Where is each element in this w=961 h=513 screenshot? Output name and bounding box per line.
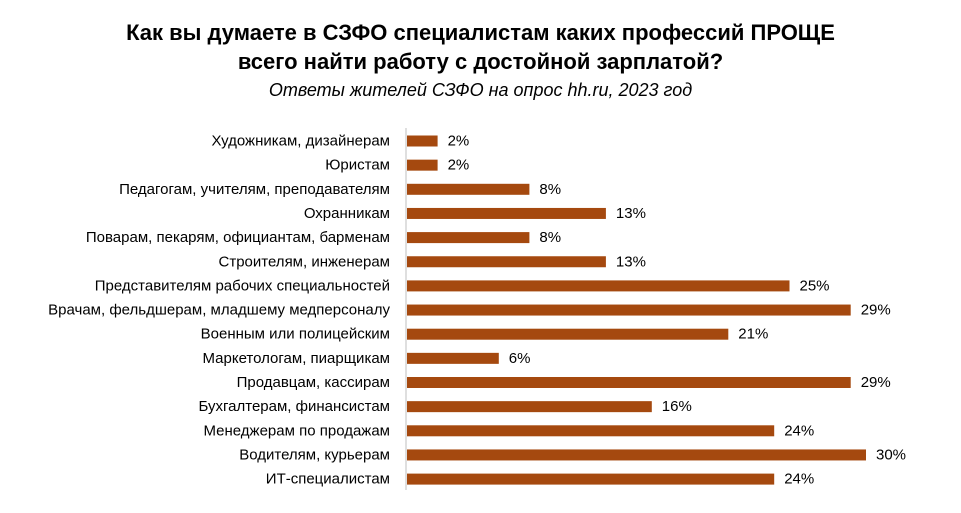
bar	[407, 207, 606, 219]
bar	[407, 304, 851, 316]
value-label: 24%	[784, 422, 814, 439]
category-label: Строителям, инженерам	[219, 253, 391, 270]
bar	[407, 352, 499, 364]
chart-subtitle: Ответы жителей СЗФО на опрос hh.ru, 2023…	[268, 80, 693, 100]
category-label: Художникам, дизайнерам	[211, 133, 390, 150]
bar	[407, 328, 729, 340]
value-label: 30%	[876, 446, 906, 463]
value-label: 25%	[800, 277, 830, 294]
value-label: 21%	[738, 326, 768, 343]
value-label: 29%	[861, 374, 891, 391]
category-label: Военным или полицейским	[201, 326, 390, 343]
category-label: Юристам	[325, 157, 390, 174]
category-label: Педагогам, учителям, преподавателям	[119, 181, 390, 198]
value-label: 24%	[784, 471, 814, 488]
bar	[407, 449, 866, 461]
category-label: Представителям рабочих специальностей	[95, 277, 390, 294]
chart-title-line-2: всего найти работу с достойной зарплатой…	[237, 49, 724, 74]
bar	[407, 377, 851, 388]
value-label: 13%	[616, 205, 646, 222]
value-label: 8%	[539, 229, 561, 246]
chart-title-line-1: Как вы думаете в СЗФО специалистам каких…	[126, 20, 835, 45]
bar	[407, 256, 606, 268]
bar	[407, 280, 790, 292]
category-label: Врачам, фельдшерам, младшему медперсонал…	[48, 302, 390, 319]
bar	[407, 473, 775, 485]
bar	[407, 135, 438, 147]
category-label: ИТ-специалистам	[266, 471, 390, 488]
category-label: Менеджерам по продажам	[204, 422, 391, 439]
category-label: Продавцам, кассирам	[237, 374, 390, 391]
bar	[407, 425, 775, 437]
category-label: Поварам, пекарям, официантам, барменам	[86, 229, 390, 246]
category-label: Маркетологам, пиарщикам	[203, 350, 391, 367]
value-label: 16%	[662, 398, 692, 415]
value-label: 29%	[861, 302, 891, 319]
value-label: 2%	[448, 133, 470, 150]
bar	[407, 232, 530, 244]
value-label: 13%	[616, 253, 646, 270]
bar	[407, 401, 652, 413]
value-label: 2%	[448, 157, 470, 174]
value-label: 6%	[509, 350, 531, 367]
bar	[407, 159, 438, 171]
category-label: Охранникам	[304, 205, 390, 222]
value-label: 8%	[539, 181, 561, 198]
category-label: Водителям, курьерам	[239, 446, 390, 463]
bar	[407, 183, 530, 195]
category-label: Бухгалтерам, финансистам	[199, 398, 391, 415]
